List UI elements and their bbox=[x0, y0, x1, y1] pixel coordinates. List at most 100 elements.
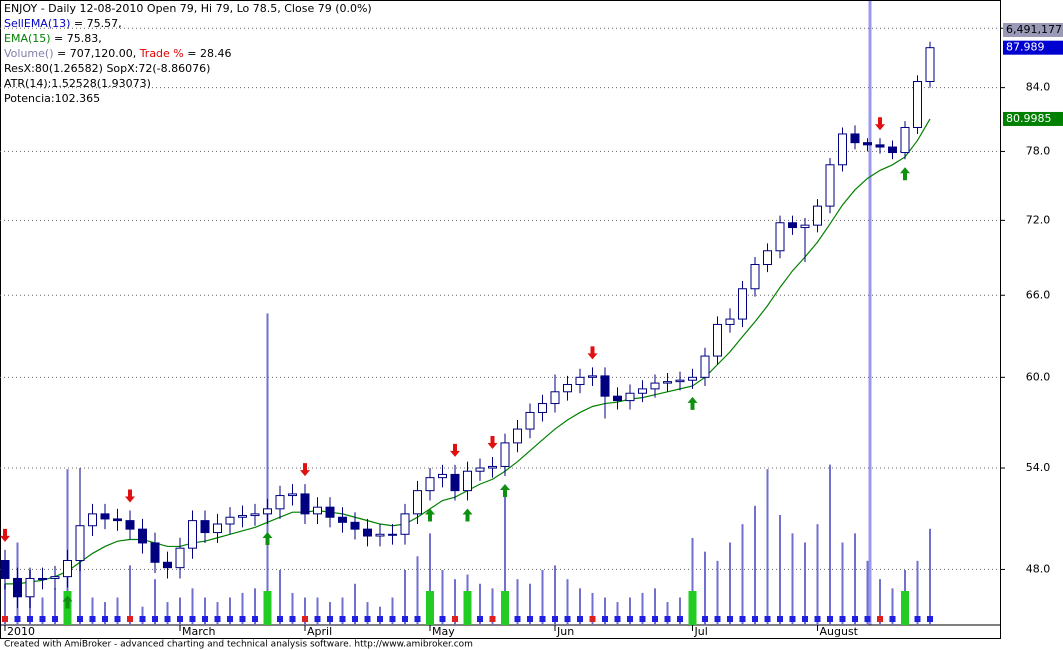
buy-arrow bbox=[900, 167, 910, 181]
candle-body bbox=[688, 376, 697, 381]
signal-square bbox=[477, 616, 483, 622]
x-tick-label: Jul bbox=[694, 625, 708, 638]
volume-max-label-box bbox=[1003, 23, 1063, 37]
signal-square bbox=[414, 616, 421, 622]
info-segment: = 75.57, bbox=[70, 17, 121, 30]
signal-square bbox=[139, 616, 146, 622]
signal-square bbox=[377, 616, 383, 622]
info-line: ATR(14):1.52528(1.93073) bbox=[4, 77, 151, 90]
signal-square bbox=[339, 616, 346, 622]
signal-square bbox=[852, 616, 858, 622]
candle-body bbox=[13, 577, 22, 598]
info-segment: = 75.83, bbox=[51, 32, 102, 45]
candle-body bbox=[800, 224, 810, 229]
candle-body bbox=[763, 250, 772, 266]
signal-square bbox=[77, 616, 83, 622]
info-line: EMA(15) = 75.83, bbox=[4, 32, 102, 45]
candle-body bbox=[700, 355, 710, 378]
signal-square bbox=[277, 616, 283, 622]
candle-body bbox=[463, 470, 472, 492]
candle-body bbox=[250, 513, 260, 517]
signal-square bbox=[777, 616, 783, 622]
y-tick-label: 72.0 bbox=[1026, 213, 1051, 226]
candle-body bbox=[438, 473, 447, 479]
signal-square bbox=[927, 616, 933, 622]
signal-square bbox=[27, 616, 33, 622]
footer: Created with AmiBroker - advanced charti… bbox=[4, 640, 473, 650]
signal-square bbox=[814, 616, 821, 622]
candle-body bbox=[38, 577, 47, 580]
sell-arrow bbox=[875, 117, 885, 131]
candle-body bbox=[75, 525, 85, 562]
buy-volume-marker bbox=[901, 591, 909, 625]
signal-square bbox=[314, 616, 321, 622]
buy-arrow bbox=[500, 484, 510, 498]
signal-square bbox=[177, 616, 183, 622]
candle-body bbox=[863, 142, 872, 146]
sell-arrow bbox=[0, 528, 10, 542]
candle-body bbox=[188, 520, 197, 549]
plot-frame bbox=[0, 0, 1001, 639]
candle-body bbox=[875, 144, 885, 148]
x-tick-label: March bbox=[182, 625, 216, 638]
signal-square bbox=[389, 616, 396, 622]
candle-body bbox=[450, 473, 460, 492]
y-tick-label: 66.0 bbox=[1026, 288, 1051, 301]
signal-square bbox=[727, 616, 733, 622]
buy-arrow bbox=[262, 532, 273, 546]
candle-body bbox=[113, 518, 122, 522]
signal-square bbox=[289, 616, 296, 622]
sell-square bbox=[302, 616, 308, 622]
candle-body bbox=[925, 47, 935, 83]
info-line: ResX:80(1.26582) SopX:72(-8.86076) bbox=[4, 62, 210, 75]
info-segment: Trade % bbox=[139, 47, 184, 60]
signal-square bbox=[614, 616, 621, 622]
x-tick-label: Jun bbox=[556, 625, 574, 638]
signal-square bbox=[702, 616, 708, 622]
info-segment: = 28.46 bbox=[184, 47, 232, 60]
signal-square bbox=[789, 616, 796, 622]
signal-square bbox=[539, 616, 546, 622]
signal-square bbox=[602, 616, 608, 622]
candle-body bbox=[0, 560, 10, 579]
signal-square bbox=[527, 616, 533, 622]
signal-square bbox=[839, 616, 846, 622]
candle-body bbox=[138, 528, 147, 544]
buy-arrow bbox=[425, 508, 435, 522]
candle-body bbox=[838, 133, 847, 166]
candle-body bbox=[275, 495, 285, 510]
signal-square bbox=[189, 616, 196, 622]
sell-square bbox=[489, 616, 496, 622]
signal-square bbox=[864, 616, 871, 622]
signal-square bbox=[752, 616, 758, 622]
sell-square bbox=[589, 616, 596, 622]
sell-square bbox=[877, 616, 883, 622]
signal-square bbox=[14, 616, 21, 622]
buy-volume-marker bbox=[463, 591, 472, 625]
signal-square bbox=[889, 616, 896, 622]
signal-square bbox=[639, 616, 646, 622]
candle-body bbox=[775, 222, 785, 252]
signal-square bbox=[152, 616, 158, 622]
y-tick-label: 78.0 bbox=[1026, 144, 1051, 157]
candle-body bbox=[625, 392, 635, 402]
signal-square bbox=[252, 616, 258, 622]
info-segment: Potencia:102.365 bbox=[4, 92, 100, 105]
candle-body bbox=[363, 528, 372, 537]
buy-arrow bbox=[62, 595, 73, 609]
signal-square bbox=[552, 616, 558, 622]
signal-square bbox=[114, 616, 121, 622]
info-segment: EMA(15) bbox=[4, 32, 51, 45]
info-segment: ENJOY - Daily 12-08-2010 Open 79, Hi 79,… bbox=[4, 2, 372, 15]
candle-body bbox=[900, 126, 910, 154]
info-line: ENJOY - Daily 12-08-2010 Open 79, Hi 79,… bbox=[4, 2, 372, 15]
candle-body bbox=[513, 428, 522, 444]
candle-body bbox=[225, 516, 235, 525]
candle-body bbox=[175, 547, 185, 569]
buy-arrow bbox=[687, 396, 698, 410]
x-tick-label: 2010 bbox=[7, 625, 35, 638]
candle-body bbox=[313, 506, 322, 515]
candle-body bbox=[813, 205, 822, 226]
